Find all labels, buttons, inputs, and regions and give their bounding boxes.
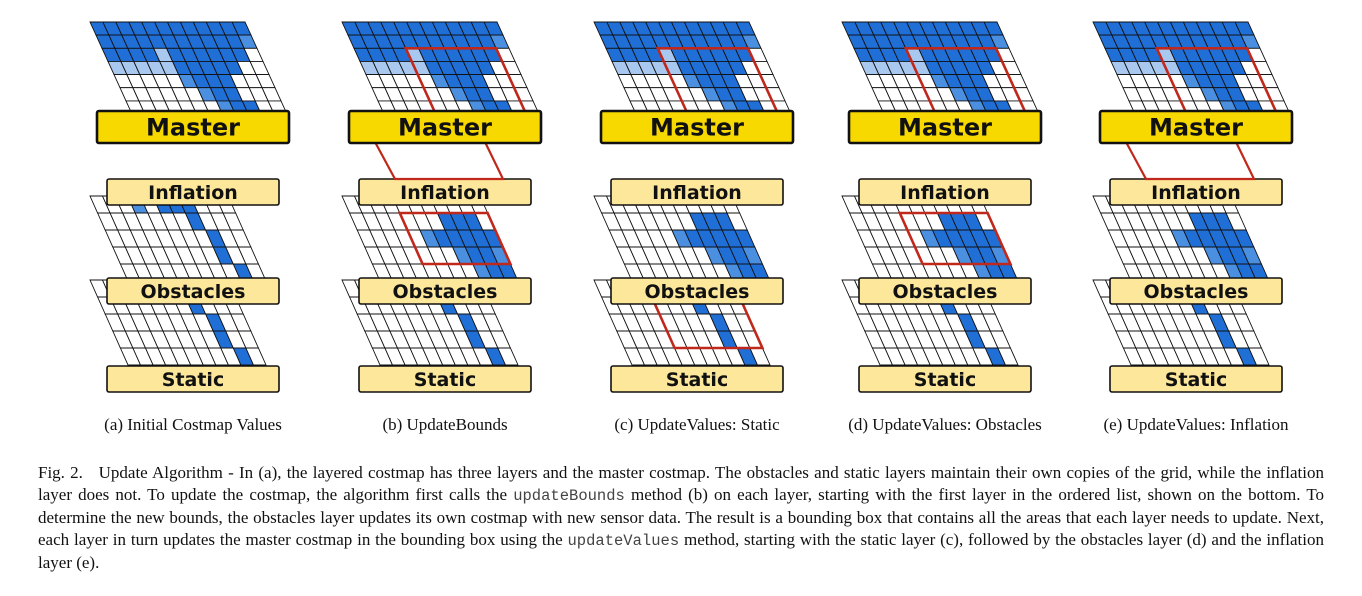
- code-update-values: updateValues: [567, 532, 680, 550]
- subcaption-c: (c) UpdateValues: Static: [614, 415, 780, 434]
- static-label: Static: [162, 369, 224, 391]
- master-box: [1098, 109, 1294, 145]
- static-box: [858, 365, 1032, 393]
- static-box: [1109, 365, 1283, 393]
- obstacles-box: [858, 277, 1032, 305]
- panel-a: Static Obstacles Inflation Master: [89, 21, 291, 393]
- master-label: Master: [1149, 114, 1243, 142]
- master-label: Master: [398, 114, 492, 142]
- inflation-box: [106, 178, 280, 206]
- subcaption-d: (d) UpdateValues: Obstacles: [848, 415, 1042, 434]
- caption-label: Fig. 2.: [38, 463, 83, 482]
- inflation-label: Inflation: [400, 182, 490, 204]
- static-box: [610, 365, 784, 393]
- obstacles-label: Obstacles: [645, 281, 750, 303]
- panel-d: Static Obstacles Inflation Master: [841, 21, 1043, 393]
- inflation-label: Inflation: [652, 182, 742, 204]
- panel-b: Static Obstacles Inflation Master: [341, 21, 543, 393]
- static-label: Static: [1165, 369, 1227, 391]
- obstacles-box: [358, 277, 532, 305]
- obstacles-box: [1109, 277, 1283, 305]
- subcaption-b: (b) UpdateBounds: [382, 415, 508, 434]
- obstacles-box: [610, 277, 784, 305]
- figure-caption: Fig. 2. Update Algorithm - In (a), the l…: [38, 462, 1324, 574]
- obstacles-label: Obstacles: [1144, 281, 1249, 303]
- bounds-box-obstacles: [897, 211, 1013, 266]
- figure-diagram: Static Obstacles Inflation Master Static Obst…: [89, 21, 1294, 393]
- static-label: Static: [414, 369, 476, 391]
- master-box: [347, 109, 543, 145]
- caption-text-3: method, starting with the static layer (…: [38, 530, 1325, 572]
- subcaption-a: (a) Initial Costmap Values: [104, 415, 282, 434]
- inflation-label: Inflation: [1151, 182, 1241, 204]
- static-grid-cell: [497, 347, 519, 366]
- obstacles-label: Obstacles: [893, 281, 998, 303]
- master-label: Master: [650, 114, 744, 142]
- obstacles-box: [106, 277, 280, 305]
- static-label: Static: [914, 369, 976, 391]
- obstacles-label: Obstacles: [141, 281, 246, 303]
- master-label: Master: [898, 114, 992, 142]
- inflation-box: [858, 178, 1032, 206]
- static-grid-cell: [245, 347, 267, 366]
- bounds-box-obstacles: [397, 211, 513, 266]
- bounds-connector: [374, 141, 505, 181]
- master-box: [599, 109, 795, 145]
- static-grid-cell: [1248, 347, 1270, 366]
- bounds-connector: [1125, 141, 1256, 181]
- obstacles-label: Obstacles: [393, 281, 498, 303]
- static-grid-cell: [997, 347, 1019, 366]
- static-box: [106, 365, 280, 393]
- inflation-label: Inflation: [900, 182, 990, 204]
- master-box: [847, 109, 1043, 145]
- subcaption-e: (e) UpdateValues: Inflation: [1103, 415, 1289, 434]
- panel-c: Static Obstacles Inflation Master: [593, 21, 795, 393]
- master-box: [95, 109, 291, 145]
- panel-e: Static Obstacles Inflation Master: [1092, 21, 1294, 393]
- static-label: Static: [666, 369, 728, 391]
- caption-text-1: Update Algorithm - In (a), the layered c…: [38, 463, 1324, 504]
- code-update-bounds: updateBounds: [513, 487, 625, 505]
- inflation-label: Inflation: [148, 182, 238, 204]
- static-box: [358, 365, 532, 393]
- inflation-box: [610, 178, 784, 206]
- master-label: Master: [146, 114, 240, 142]
- caption-text-2: method (b) on each layer, starting with …: [38, 485, 1325, 549]
